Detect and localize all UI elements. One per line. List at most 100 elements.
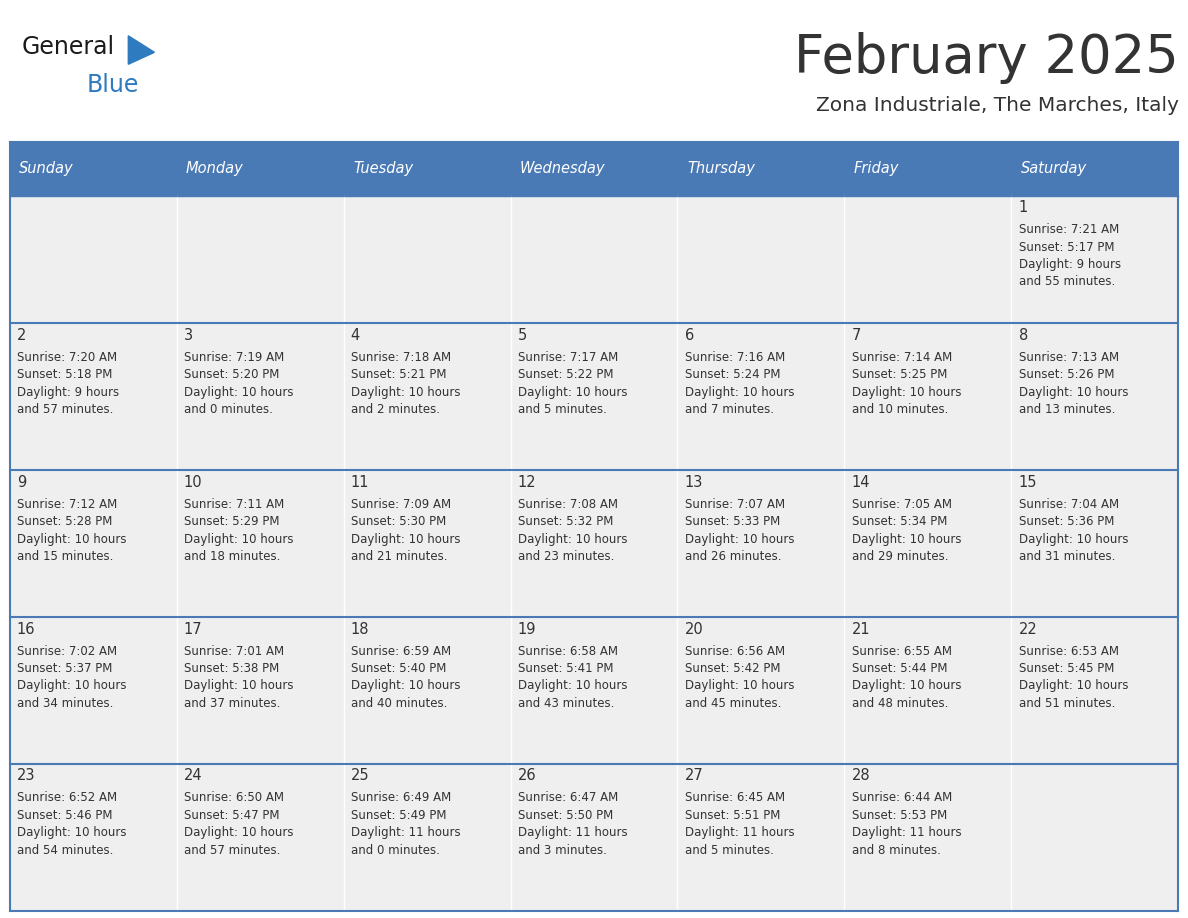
Text: Zona Industriale, The Marches, Italy: Zona Industriale, The Marches, Italy xyxy=(816,96,1178,116)
Text: and 10 minutes.: and 10 minutes. xyxy=(852,403,948,416)
Text: Daylight: 9 hours: Daylight: 9 hours xyxy=(17,386,119,398)
Text: Sunset: 5:25 PM: Sunset: 5:25 PM xyxy=(852,368,947,381)
Text: 14: 14 xyxy=(852,475,870,490)
FancyBboxPatch shape xyxy=(343,470,511,617)
Text: 22: 22 xyxy=(1018,621,1037,636)
Text: and 43 minutes.: and 43 minutes. xyxy=(518,697,614,710)
Text: Daylight: 10 hours: Daylight: 10 hours xyxy=(684,386,794,398)
Text: Friday: Friday xyxy=(854,162,899,176)
FancyBboxPatch shape xyxy=(177,323,343,470)
Text: Daylight: 11 hours: Daylight: 11 hours xyxy=(518,826,627,839)
Text: 6: 6 xyxy=(684,328,694,343)
Text: 13: 13 xyxy=(684,475,703,490)
Text: 9: 9 xyxy=(17,475,26,490)
Text: February 2025: February 2025 xyxy=(794,32,1178,84)
FancyBboxPatch shape xyxy=(511,142,677,196)
Text: Sunrise: 7:14 AM: Sunrise: 7:14 AM xyxy=(852,351,952,364)
Text: Sunset: 5:53 PM: Sunset: 5:53 PM xyxy=(852,809,947,822)
FancyBboxPatch shape xyxy=(343,764,511,911)
Text: Sunset: 5:42 PM: Sunset: 5:42 PM xyxy=(684,662,781,675)
Text: Sunset: 5:26 PM: Sunset: 5:26 PM xyxy=(1018,368,1114,381)
Text: Saturday: Saturday xyxy=(1020,162,1087,176)
Text: Sunset: 5:38 PM: Sunset: 5:38 PM xyxy=(184,662,279,675)
FancyBboxPatch shape xyxy=(1011,470,1178,617)
Text: Sunset: 5:47 PM: Sunset: 5:47 PM xyxy=(184,809,279,822)
Text: Daylight: 11 hours: Daylight: 11 hours xyxy=(852,826,961,839)
Text: 17: 17 xyxy=(184,621,202,636)
FancyBboxPatch shape xyxy=(845,323,1011,470)
Text: Sunset: 5:51 PM: Sunset: 5:51 PM xyxy=(684,809,781,822)
FancyBboxPatch shape xyxy=(511,323,677,470)
Text: and 31 minutes.: and 31 minutes. xyxy=(1018,550,1116,563)
Text: Sunset: 5:44 PM: Sunset: 5:44 PM xyxy=(852,662,947,675)
Text: Sunset: 5:24 PM: Sunset: 5:24 PM xyxy=(684,368,781,381)
Text: Daylight: 10 hours: Daylight: 10 hours xyxy=(350,532,460,545)
Text: Daylight: 10 hours: Daylight: 10 hours xyxy=(184,386,293,398)
Text: Sunset: 5:21 PM: Sunset: 5:21 PM xyxy=(350,368,447,381)
Text: 4: 4 xyxy=(350,328,360,343)
Text: Sunrise: 7:17 AM: Sunrise: 7:17 AM xyxy=(518,351,618,364)
Text: Daylight: 10 hours: Daylight: 10 hours xyxy=(350,679,460,692)
Text: Thursday: Thursday xyxy=(687,162,754,176)
Text: Sunset: 5:30 PM: Sunset: 5:30 PM xyxy=(350,515,446,528)
Text: Daylight: 10 hours: Daylight: 10 hours xyxy=(1018,532,1129,545)
FancyBboxPatch shape xyxy=(677,470,845,617)
Text: Daylight: 11 hours: Daylight: 11 hours xyxy=(350,826,460,839)
FancyBboxPatch shape xyxy=(511,196,677,323)
Text: Sunrise: 6:53 AM: Sunrise: 6:53 AM xyxy=(1018,644,1119,657)
Text: 18: 18 xyxy=(350,621,369,636)
Text: 5: 5 xyxy=(518,328,527,343)
FancyBboxPatch shape xyxy=(511,617,677,764)
FancyBboxPatch shape xyxy=(1011,764,1178,911)
Text: Daylight: 10 hours: Daylight: 10 hours xyxy=(852,679,961,692)
Text: Daylight: 10 hours: Daylight: 10 hours xyxy=(518,532,627,545)
FancyBboxPatch shape xyxy=(845,470,1011,617)
Text: Sunrise: 7:13 AM: Sunrise: 7:13 AM xyxy=(1018,351,1119,364)
Text: 12: 12 xyxy=(518,475,536,490)
Text: and 54 minutes.: and 54 minutes. xyxy=(17,844,113,856)
Text: Tuesday: Tuesday xyxy=(353,162,413,176)
FancyBboxPatch shape xyxy=(1011,323,1178,470)
Text: Daylight: 10 hours: Daylight: 10 hours xyxy=(184,826,293,839)
Text: and 57 minutes.: and 57 minutes. xyxy=(184,844,280,856)
FancyBboxPatch shape xyxy=(343,617,511,764)
Text: Daylight: 9 hours: Daylight: 9 hours xyxy=(1018,258,1120,271)
Text: Daylight: 10 hours: Daylight: 10 hours xyxy=(852,386,961,398)
Text: Sunset: 5:34 PM: Sunset: 5:34 PM xyxy=(852,515,947,528)
Text: and 3 minutes.: and 3 minutes. xyxy=(518,844,607,856)
Text: 28: 28 xyxy=(852,768,871,783)
Text: Sunset: 5:49 PM: Sunset: 5:49 PM xyxy=(350,809,447,822)
Text: and 5 minutes.: and 5 minutes. xyxy=(518,403,607,416)
Text: Sunrise: 7:21 AM: Sunrise: 7:21 AM xyxy=(1018,223,1119,236)
Text: and 15 minutes.: and 15 minutes. xyxy=(17,550,113,563)
FancyBboxPatch shape xyxy=(10,470,177,617)
Text: Sunset: 5:36 PM: Sunset: 5:36 PM xyxy=(1018,515,1114,528)
Text: and 37 minutes.: and 37 minutes. xyxy=(184,697,280,710)
FancyBboxPatch shape xyxy=(177,617,343,764)
Text: Sunrise: 6:49 AM: Sunrise: 6:49 AM xyxy=(350,791,451,804)
Text: Daylight: 10 hours: Daylight: 10 hours xyxy=(1018,386,1129,398)
Text: and 29 minutes.: and 29 minutes. xyxy=(852,550,948,563)
Text: 21: 21 xyxy=(852,621,871,636)
Text: Sunrise: 7:12 AM: Sunrise: 7:12 AM xyxy=(17,498,116,510)
Text: Daylight: 11 hours: Daylight: 11 hours xyxy=(684,826,795,839)
FancyBboxPatch shape xyxy=(845,617,1011,764)
Text: Sunrise: 7:09 AM: Sunrise: 7:09 AM xyxy=(350,498,450,510)
Text: 1: 1 xyxy=(1018,200,1028,215)
Text: 15: 15 xyxy=(1018,475,1037,490)
Text: and 45 minutes.: and 45 minutes. xyxy=(684,697,781,710)
Text: and 48 minutes.: and 48 minutes. xyxy=(852,697,948,710)
Text: Daylight: 10 hours: Daylight: 10 hours xyxy=(350,386,460,398)
Text: 19: 19 xyxy=(518,621,536,636)
Text: Sunrise: 7:01 AM: Sunrise: 7:01 AM xyxy=(184,644,284,657)
Text: Daylight: 10 hours: Daylight: 10 hours xyxy=(17,679,126,692)
Text: Daylight: 10 hours: Daylight: 10 hours xyxy=(17,532,126,545)
FancyBboxPatch shape xyxy=(343,323,511,470)
FancyBboxPatch shape xyxy=(177,764,343,911)
Text: Sunrise: 7:19 AM: Sunrise: 7:19 AM xyxy=(184,351,284,364)
FancyBboxPatch shape xyxy=(677,142,845,196)
FancyBboxPatch shape xyxy=(10,764,177,911)
Text: Blue: Blue xyxy=(87,73,139,97)
Text: Sunday: Sunday xyxy=(19,162,74,176)
FancyBboxPatch shape xyxy=(1011,196,1178,323)
